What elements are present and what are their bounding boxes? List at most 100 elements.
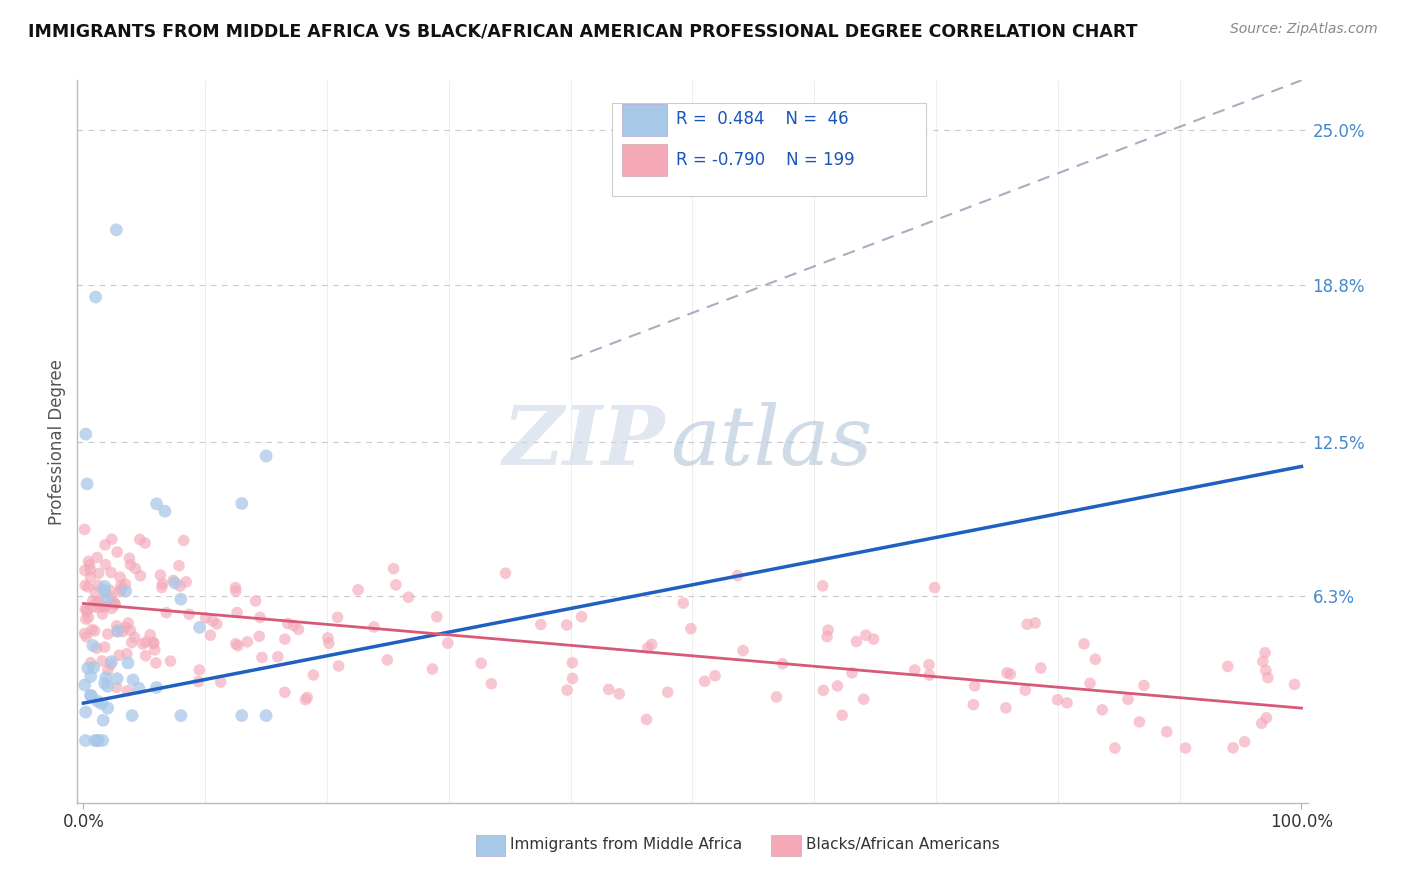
- Point: [167, 558, 190, 573]
- Point: [76, 661, 98, 675]
- Point: [86, 550, 108, 565]
- Point: [765, 690, 787, 704]
- Point: [128, 533, 150, 547]
- Text: Blacks/African Americans: Blacks/African Americans: [806, 838, 1000, 852]
- Point: [1078, 676, 1101, 690]
- Point: [295, 690, 318, 705]
- Point: [436, 636, 458, 650]
- Point: [104, 597, 127, 611]
- Point: [1174, 741, 1197, 756]
- FancyBboxPatch shape: [477, 835, 506, 856]
- Point: [104, 598, 127, 612]
- Point: [173, 533, 195, 548]
- Point: [1256, 711, 1278, 725]
- Point: [79, 563, 101, 577]
- Point: [318, 636, 340, 650]
- Point: [561, 672, 583, 686]
- Point: [120, 624, 142, 638]
- Text: Immigrants from Middle Africa: Immigrants from Middle Africa: [510, 838, 742, 852]
- Point: [110, 582, 132, 597]
- Point: [731, 643, 754, 657]
- Point: [1233, 734, 1256, 748]
- Point: [145, 497, 167, 511]
- Point: [561, 656, 583, 670]
- Text: IMMIGRANTS FROM MIDDLE AFRICA VS BLACK/AFRICAN AMERICAN PROFESSIONAL DEGREE CORR: IMMIGRANTS FROM MIDDLE AFRICA VS BLACK/A…: [28, 22, 1137, 40]
- Point: [135, 635, 157, 649]
- Point: [555, 618, 578, 632]
- Point: [727, 568, 749, 582]
- Point: [772, 657, 794, 671]
- Point: [114, 584, 136, 599]
- Point: [134, 536, 156, 550]
- Point: [855, 628, 877, 642]
- Point: [91, 733, 114, 747]
- Point: [80, 689, 103, 703]
- Point: [142, 635, 165, 649]
- Point: [375, 653, 398, 667]
- Point: [918, 668, 941, 682]
- Point: [1024, 615, 1046, 630]
- Point: [93, 676, 115, 690]
- Point: [86, 694, 108, 708]
- Point: [162, 574, 184, 588]
- Point: [84, 585, 107, 599]
- Point: [827, 679, 849, 693]
- Point: [93, 640, 115, 654]
- FancyBboxPatch shape: [772, 835, 801, 856]
- Point: [1046, 692, 1069, 706]
- Point: [105, 545, 128, 559]
- Point: [704, 669, 727, 683]
- Point: [132, 637, 155, 651]
- Point: [396, 591, 419, 605]
- Point: [328, 659, 350, 673]
- Point: [97, 679, 120, 693]
- Point: [114, 620, 136, 634]
- Point: [73, 563, 96, 577]
- Point: [817, 623, 839, 637]
- Point: [108, 570, 131, 584]
- Point: [105, 619, 128, 633]
- Point: [145, 656, 167, 670]
- Point: [1222, 740, 1244, 755]
- Point: [79, 656, 101, 670]
- Point: [120, 558, 142, 572]
- Point: [97, 663, 120, 677]
- Point: [118, 551, 141, 566]
- Point: [188, 620, 211, 634]
- FancyBboxPatch shape: [613, 103, 927, 196]
- Point: [226, 639, 249, 653]
- Point: [100, 601, 122, 615]
- Point: [94, 558, 117, 572]
- Point: [79, 570, 101, 584]
- Point: [117, 683, 139, 698]
- Point: [924, 581, 946, 595]
- Point: [277, 616, 299, 631]
- Point: [283, 618, 305, 632]
- Point: [124, 631, 146, 645]
- Point: [110, 579, 132, 593]
- Point: [1133, 678, 1156, 692]
- Point: [108, 584, 131, 599]
- Point: [179, 607, 201, 622]
- Point: [128, 681, 150, 695]
- Point: [426, 609, 449, 624]
- Point: [852, 692, 875, 706]
- Point: [287, 623, 309, 637]
- Point: [83, 733, 105, 747]
- Point: [94, 671, 117, 685]
- Point: [80, 623, 103, 637]
- Point: [382, 561, 405, 575]
- Point: [813, 683, 835, 698]
- Point: [571, 609, 593, 624]
- Point: [76, 605, 98, 619]
- Point: [555, 683, 578, 698]
- Point: [1073, 637, 1095, 651]
- Point: [815, 630, 838, 644]
- Point: [76, 476, 98, 491]
- Point: [831, 708, 853, 723]
- Point: [995, 665, 1018, 680]
- Point: [93, 583, 115, 598]
- FancyBboxPatch shape: [623, 104, 666, 136]
- Point: [75, 602, 97, 616]
- Point: [94, 585, 117, 599]
